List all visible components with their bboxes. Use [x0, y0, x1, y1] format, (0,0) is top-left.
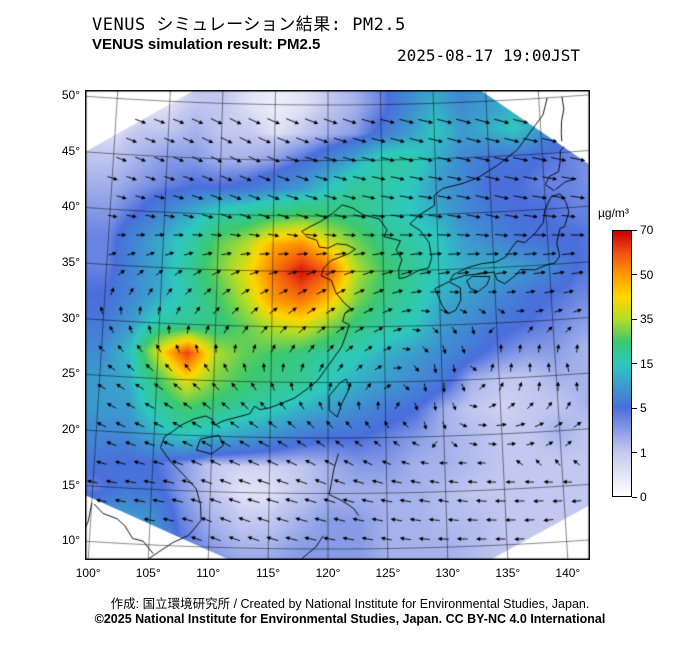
lon-tick-label: 100°	[75, 566, 101, 580]
colorbar-unit-label: µg/m³	[598, 206, 629, 220]
footer-credit: 作成: 国立環境研究所 / Created by National Instit…	[110, 597, 590, 611]
colorbar-tick-label: 1	[640, 445, 647, 460]
lon-tick-label: 125°	[375, 566, 401, 580]
colorbar-tick-label: 5	[640, 401, 647, 415]
footer-license: ©2025 National Institute for Environment…	[94, 612, 606, 626]
lat-tick-label: 10°	[61, 533, 80, 548]
lat-tick-label: 15°	[61, 477, 80, 492]
colorbar-tick-mark	[632, 274, 637, 275]
title-japanese: VENUS シミュレーション結果: PM2.5	[92, 15, 406, 35]
colorbar	[612, 230, 632, 497]
lat-tick-label: 20°	[61, 421, 80, 436]
colorbar-tick-mark	[632, 496, 637, 498]
colorbar-tick-mark	[632, 318, 637, 320]
colorbar-tick-label: 0	[640, 490, 647, 504]
lon-tick-label: 105°	[135, 566, 161, 580]
lon-tick-label: 135°	[495, 566, 521, 580]
lat-tick-label: 25°	[61, 366, 80, 381]
lat-tick-label: 40°	[61, 199, 80, 214]
lon-tick-label: 120°	[315, 566, 341, 580]
lon-tick-label: 110°	[196, 566, 221, 580]
colorbar-tick-mark	[632, 407, 637, 409]
lat-tick-label: 30°	[61, 310, 80, 325]
colorbar-tick-mark	[632, 363, 637, 364]
colorbar-tick-mark	[632, 452, 637, 453]
colorbar-tick-label: 35	[640, 312, 654, 326]
lat-tick-label: 45°	[61, 143, 80, 158]
colorbar-tick-label: 70	[640, 223, 654, 237]
colorbar-tick-label: 15	[640, 356, 654, 371]
lat-tick-label: 35°	[61, 255, 80, 270]
colorbar-tick-mark	[632, 229, 637, 231]
lon-tick-label: 130°	[435, 566, 461, 580]
title-english: VENUS simulation result: PM2.5	[92, 36, 321, 53]
colorbar-tick-label: 50	[640, 267, 654, 282]
lon-tick-label: 140°	[555, 566, 581, 580]
simulation-map-canvas	[85, 90, 590, 560]
lon-tick-label: 115°	[256, 566, 281, 580]
timestamp: 2025-08-17 19:00JST	[397, 46, 581, 65]
lat-tick-label: 50°	[61, 88, 80, 103]
